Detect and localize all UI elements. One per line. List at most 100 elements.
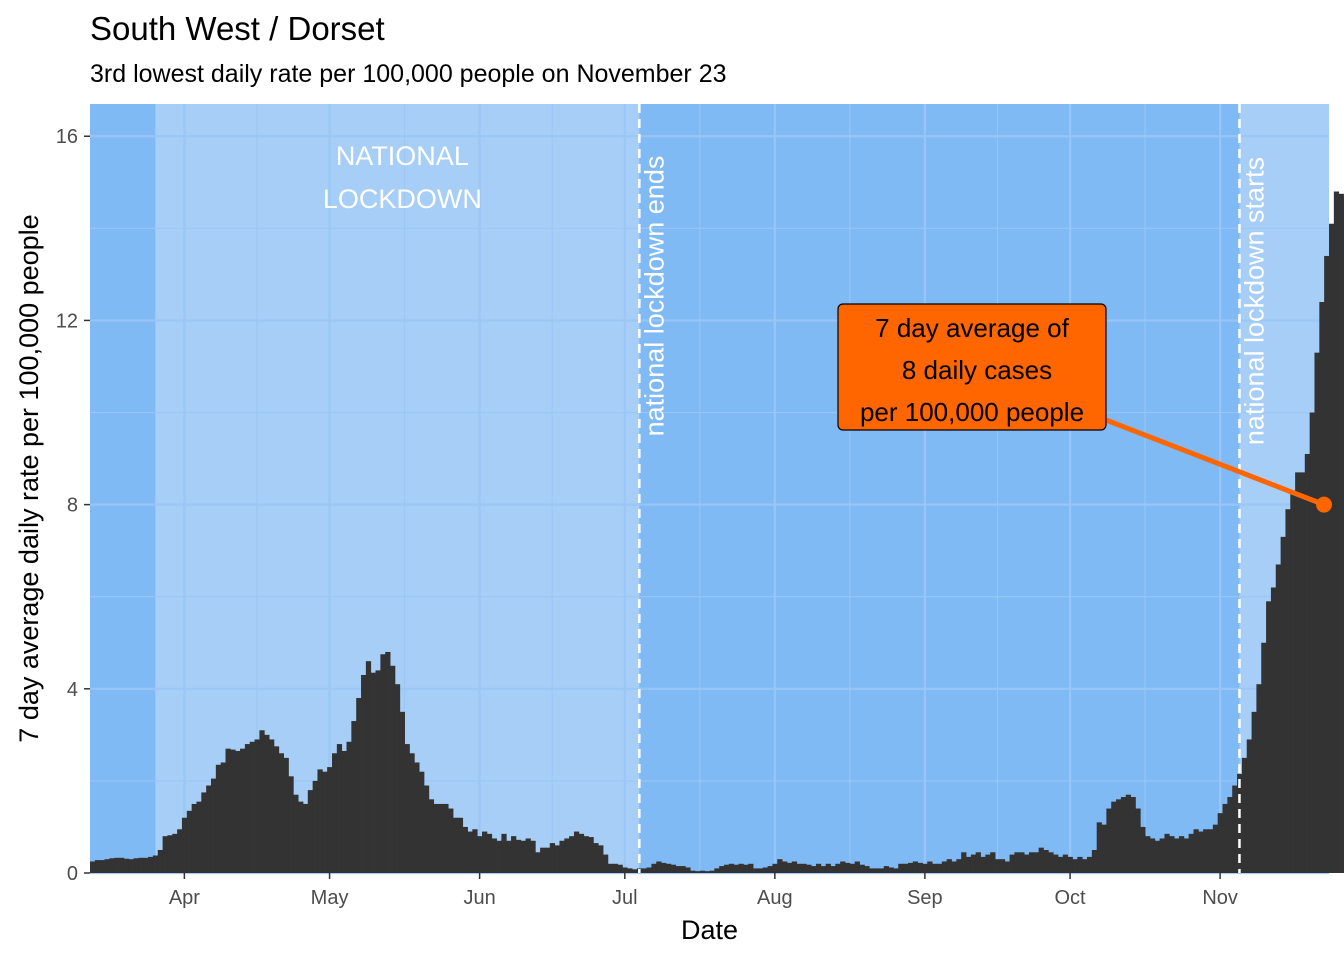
- bar: [1333, 191, 1340, 873]
- bar: [724, 864, 730, 873]
- bar: [1091, 849, 1098, 873]
- bar: [622, 867, 628, 873]
- bar: [1149, 838, 1156, 873]
- bar: [1324, 255, 1330, 874]
- bar: [230, 749, 236, 873]
- bar: [632, 869, 638, 873]
- bar: [486, 833, 493, 873]
- bar: [496, 840, 502, 873]
- bar: [457, 817, 464, 873]
- x-tick-label: Oct: [1055, 887, 1087, 909]
- bar: [1101, 824, 1107, 873]
- bar: [123, 858, 130, 873]
- bar: [414, 762, 420, 873]
- bar: [273, 746, 280, 873]
- bar: [607, 863, 614, 873]
- bar: [743, 864, 749, 873]
- bar: [598, 845, 604, 873]
- bar: [719, 866, 725, 873]
- bar: [709, 870, 715, 873]
- bar: [951, 861, 957, 873]
- bar: [1241, 757, 1248, 873]
- y-tick-label: 4: [67, 679, 78, 701]
- bar: [235, 750, 241, 873]
- bar: [1009, 854, 1015, 873]
- x-axis: Apr May Jun Jul Aug Sep Oct Nov: [169, 873, 1238, 909]
- bar: [694, 871, 701, 873]
- bar: [283, 757, 289, 873]
- bar: [278, 753, 284, 873]
- bar: [1290, 490, 1296, 873]
- bar: [966, 856, 972, 873]
- bar: [1222, 803, 1228, 873]
- bar: [675, 866, 681, 873]
- band-label-line: NATIONAL: [336, 141, 469, 171]
- bar: [361, 674, 367, 873]
- bar: [670, 864, 677, 873]
- bar: [627, 868, 633, 873]
- chart-subtitle: 3rd lowest daily rate per 100,000 people…: [90, 60, 727, 88]
- bar: [1067, 856, 1073, 873]
- bar: [399, 711, 405, 873]
- bar: [893, 868, 899, 873]
- bar: [961, 852, 967, 873]
- bar: [317, 769, 323, 873]
- bar: [1198, 831, 1204, 873]
- bar: [1125, 794, 1131, 873]
- bar: [1237, 773, 1243, 873]
- bar: [932, 863, 938, 873]
- bar: [1319, 302, 1325, 873]
- bar: [830, 866, 836, 873]
- bar: [1208, 829, 1214, 873]
- bar: [762, 867, 768, 873]
- bar: [264, 734, 270, 873]
- bar: [535, 852, 541, 873]
- bar: [559, 840, 565, 873]
- bar: [786, 862, 793, 873]
- bar: [167, 835, 173, 873]
- bar: [1295, 472, 1301, 873]
- bar: [433, 803, 439, 873]
- bar: [767, 866, 773, 873]
- bar: [293, 794, 299, 873]
- bar: [327, 767, 333, 873]
- bar: [511, 836, 517, 873]
- bar: [423, 785, 430, 873]
- bar: [665, 863, 672, 873]
- bar: [520, 840, 526, 873]
- bar: [341, 750, 347, 873]
- bar: [1178, 836, 1185, 873]
- bar: [554, 845, 560, 873]
- bar: [782, 861, 788, 873]
- bar: [859, 864, 865, 873]
- bar: [240, 748, 246, 873]
- bar: [825, 863, 831, 873]
- bar: [385, 651, 391, 873]
- bar: [990, 852, 996, 873]
- bar: [181, 817, 188, 873]
- bar: [656, 861, 662, 873]
- bar: [128, 859, 134, 873]
- bar: [772, 863, 778, 873]
- y-tick-label: 0: [67, 863, 78, 885]
- bar: [1077, 856, 1083, 873]
- bar: [119, 857, 125, 873]
- bar: [835, 863, 841, 873]
- bar: [704, 871, 710, 873]
- bar: [1106, 808, 1112, 873]
- bar: [94, 860, 101, 873]
- bar: [849, 863, 856, 873]
- annotation-point: [1316, 496, 1332, 513]
- bar-series: [90, 191, 1344, 874]
- bar: [438, 803, 444, 873]
- bar: [1338, 193, 1344, 874]
- bar: [1014, 852, 1020, 873]
- bar: [1256, 684, 1262, 873]
- bar: [651, 863, 657, 873]
- bar: [757, 868, 764, 873]
- bar: [791, 861, 798, 873]
- bar: [172, 833, 178, 873]
- bar: [1280, 536, 1286, 873]
- bar: [975, 852, 981, 873]
- bar: [196, 801, 202, 873]
